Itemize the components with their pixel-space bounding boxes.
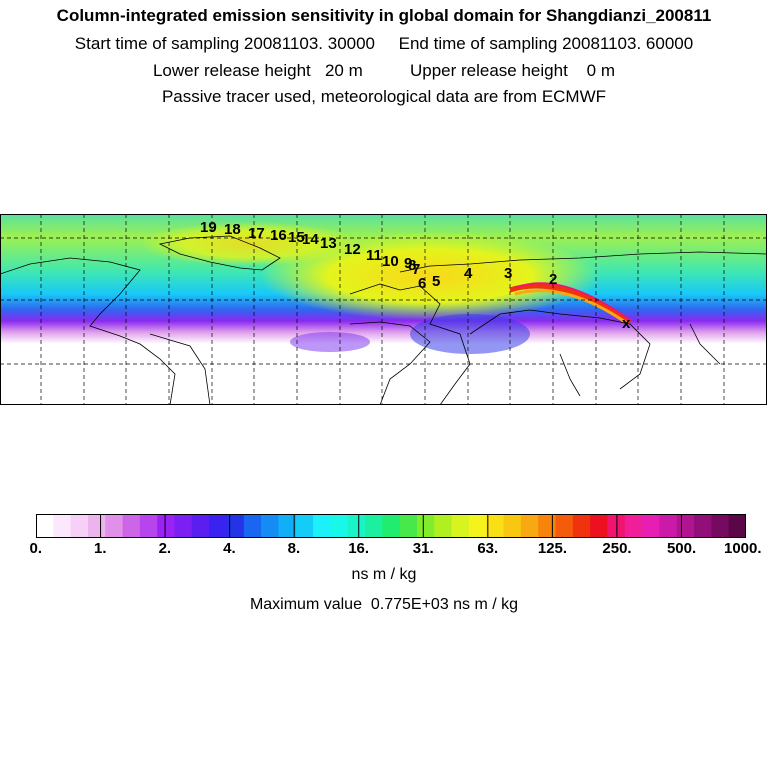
trajectory-label: 8 (408, 257, 416, 274)
trajectory-label: 14 (302, 231, 319, 248)
colorbar-cell (174, 514, 193, 538)
trajectory-label: 6 (418, 275, 426, 292)
colorbar-cell (226, 514, 245, 538)
colorbar-tick-label: 0. (29, 540, 43, 557)
figure-title: Column-integrated emission sensitivity i… (56, 6, 712, 25)
colorbar-tick-label: 31. (412, 540, 434, 557)
map-frame (0, 214, 767, 405)
trajectory-label: 19 (200, 219, 217, 236)
colorbar-cell (87, 514, 106, 538)
transport-plume (509, 283, 632, 325)
colorbar-cell (659, 514, 678, 538)
trajectory-label: 16 (270, 227, 287, 244)
colorbar (36, 514, 746, 538)
trajectory-label: 5 (432, 273, 440, 290)
colorbar-cell (503, 514, 522, 538)
colorbar-cell (590, 514, 609, 538)
colorbar-cell (624, 514, 643, 538)
trajectory-label: 12 (344, 241, 361, 258)
colorbar-tick-label: 125. (537, 540, 568, 557)
colorbar-cell (243, 514, 262, 538)
colorbar-cell (711, 514, 730, 538)
trajectory-label: 11 (366, 247, 382, 264)
colorbar-cell (538, 514, 557, 538)
colorbar-cell (520, 514, 539, 538)
colorbar-tick-label: 250. (602, 540, 632, 557)
trajectory-label: 17 (248, 225, 265, 242)
colorbar-cell (36, 514, 54, 538)
trajectory-label: 18 (224, 221, 241, 238)
colorbar-tick-label: 4. (223, 540, 236, 557)
graticule (0, 214, 767, 405)
release-heights: Lower release height 20 m Upper release … (152, 61, 616, 80)
colorbar-cell (416, 514, 435, 538)
maximum-value: Maximum value 0.775E+03 ns m / kg (249, 596, 519, 613)
trajectory-label: 15 (288, 229, 305, 246)
colorbar-cell (572, 514, 591, 538)
trajectory-label: 9 (404, 255, 412, 272)
colorbar-cell (278, 514, 297, 538)
colorbar-cell (694, 514, 712, 538)
colorbar-cell (105, 514, 124, 538)
colorbar-tick-label: 8. (287, 540, 301, 557)
colorbar-cell (295, 514, 314, 538)
colorbar-tick-label: 1000. (724, 540, 762, 557)
colorbar-cell (555, 514, 574, 538)
colorbar-cell (139, 514, 158, 538)
colorbar-tick-label: 2. (158, 540, 172, 557)
colorbar-cell (191, 514, 210, 538)
colorbar-tick-label: 500. (666, 540, 697, 557)
coastlines (0, 235, 767, 405)
colorbar-cell (486, 514, 505, 538)
colorbar-cell (434, 514, 453, 538)
trajectory-label: 4 (464, 265, 473, 282)
trajectory-label: 3 (504, 265, 512, 282)
colorbar-cell (382, 514, 401, 538)
colorbar-cell (347, 514, 366, 538)
colorbar-cell (365, 514, 383, 538)
release-point-marker: x (622, 315, 631, 332)
colorbar-tick-label: 63. (477, 540, 499, 557)
trajectory-label: 13 (320, 235, 337, 252)
colorbar-cell (642, 514, 661, 538)
colorbar-cell (261, 514, 280, 538)
colorbar-cell (157, 514, 176, 538)
colorbar-cell (122, 514, 141, 538)
colorbar-unit: ns m / kg (351, 566, 417, 583)
sampling-times: Start time of sampling 20081103. 30000 E… (74, 34, 694, 53)
trajectory-label: 2 (549, 271, 557, 288)
tracer-info: Passive tracer used, meteorological data… (161, 87, 607, 106)
colorbar-cell (313, 514, 331, 538)
colorbar-cell (53, 514, 72, 538)
colorbar-cell (468, 514, 487, 538)
colorbar-cell (330, 514, 349, 538)
trajectory-label: 7 (412, 261, 420, 278)
colorbar-cell (451, 514, 470, 538)
colorbar-tick-label: 1. (94, 540, 107, 557)
colorbar-cell (676, 514, 695, 538)
colorbar-cell (399, 514, 418, 538)
colorbar-cell (209, 514, 228, 538)
colorbar-tick-label: 16. (348, 540, 370, 557)
colorbar-cell (728, 514, 746, 538)
trajectory-label: 10 (382, 253, 399, 270)
colorbar-cell (70, 514, 89, 538)
